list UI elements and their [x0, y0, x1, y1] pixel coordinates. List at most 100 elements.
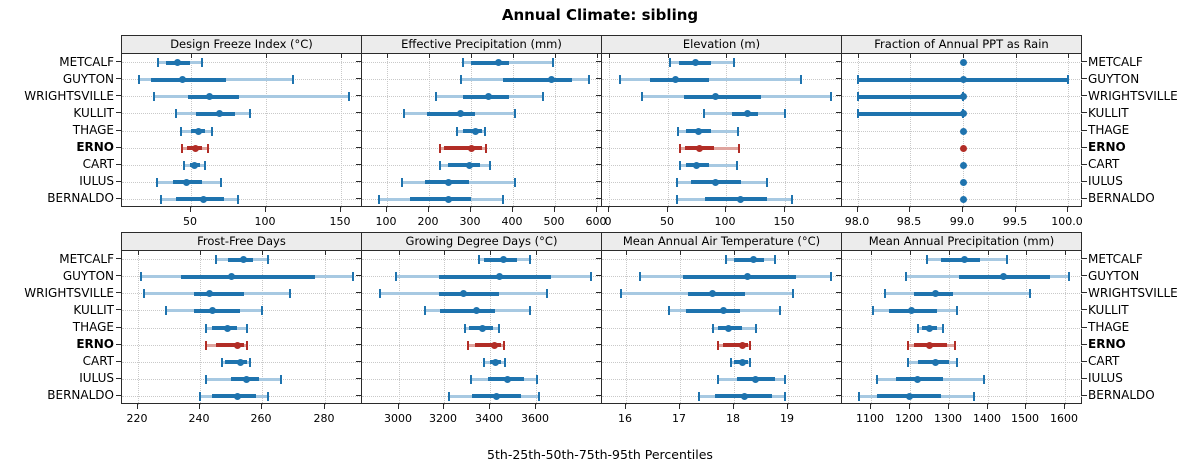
y-tick-left	[596, 78, 601, 80]
percentile-cap-low	[164, 306, 167, 316]
station-label-right: ERNO	[1088, 140, 1126, 155]
y-tick-right	[1082, 146, 1087, 148]
panel-plot	[841, 53, 1082, 208]
x-tick-top	[137, 251, 139, 255]
gridline-h	[362, 361, 602, 363]
x-tick-bottom	[443, 404, 444, 409]
x-tick-bottom	[787, 404, 788, 409]
percentile-cap-low	[675, 177, 678, 187]
interquartile-line	[734, 257, 764, 262]
station-label-left: BERNALDO	[47, 191, 114, 206]
percentile-cap-low	[139, 272, 142, 282]
percentile-cap-low	[220, 357, 223, 367]
x-tick-top	[190, 54, 192, 58]
y-tick-left	[836, 78, 841, 80]
interquartile-line	[193, 308, 241, 313]
x-tick-label: 100	[254, 215, 276, 228]
interquartile-line	[682, 274, 797, 279]
percentile-cap-high	[248, 109, 251, 119]
percentile-cap-low	[668, 306, 671, 316]
percentile-cap-low	[205, 340, 208, 350]
panel-plot	[361, 250, 602, 405]
station-label-left: METCALF	[59, 251, 114, 266]
y-tick-left	[356, 343, 361, 345]
percentile-cap-low	[907, 357, 910, 367]
percentile-cap-low	[618, 75, 621, 85]
y-tick-left	[596, 292, 601, 294]
x-tick-top	[857, 54, 859, 58]
station-label-left: GUYTON	[62, 268, 114, 283]
median-dot	[471, 127, 479, 135]
station-label-right: KULLIT	[1088, 105, 1129, 120]
panel-title: Effective Precipitation (mm)	[401, 37, 562, 51]
station-label-right: THAGE	[1088, 320, 1130, 334]
station-label-left: BERNALDO	[47, 388, 114, 403]
percentile-cap-high	[535, 374, 538, 384]
percentile-cap-high	[261, 306, 264, 316]
percentile-cap-high	[498, 323, 501, 333]
station-label-right: THAGE	[1088, 123, 1130, 137]
median-dot	[925, 324, 933, 332]
percentile-cap-low	[875, 374, 878, 384]
x-tick-bottom	[1067, 207, 1068, 212]
panel-strip: Effective Precipitation (mm)	[361, 35, 601, 53]
percentile-cap-high	[502, 340, 505, 350]
percentile-cap-low	[668, 58, 671, 68]
panel-title: Frost-Free Days	[197, 234, 286, 248]
x-tick-top	[667, 54, 669, 58]
station-label-right: CART	[1088, 354, 1120, 369]
percentile-cap-high	[546, 289, 549, 299]
x-tick-label: 50	[183, 215, 197, 228]
y-tick-right	[1082, 360, 1087, 362]
percentile-cap-low	[155, 177, 158, 187]
median-dot	[484, 93, 492, 101]
median-dot	[712, 178, 720, 186]
station-label-left: WRIGHTSVILLE	[24, 285, 114, 300]
x-tick-label: 150	[329, 215, 351, 228]
panel-plot	[601, 250, 842, 405]
y-tick-left	[356, 112, 361, 114]
median-dot	[712, 93, 720, 101]
median-dot	[240, 256, 248, 264]
y-tick-right	[1082, 95, 1087, 97]
percentile-cap-low	[423, 306, 426, 316]
y-tick-left	[356, 394, 361, 396]
x-tick-label: 400	[501, 215, 523, 228]
interquartile-line	[723, 343, 748, 348]
x-tick-bottom	[512, 207, 513, 212]
interquartile-line	[439, 308, 495, 313]
median-dot	[959, 178, 967, 186]
y-tick-left	[116, 129, 121, 131]
percentile-cap-high	[778, 306, 781, 316]
y-tick-right	[1082, 129, 1087, 131]
station-label-right: BERNALDO	[1088, 388, 1155, 403]
gridline-h	[842, 344, 1082, 346]
x-tick-label: 98.0	[844, 215, 870, 228]
median-dot	[183, 178, 190, 186]
x-tick-top	[470, 54, 472, 58]
percentile-cap-low	[455, 126, 458, 136]
y-tick-left	[116, 275, 121, 277]
station-label-left: IULUS	[79, 174, 114, 189]
median-dot	[959, 195, 967, 203]
percentile-cap-high	[800, 75, 803, 85]
y-tick-left	[596, 112, 601, 114]
median-dot	[736, 195, 744, 203]
panel-band-top: Design Freeze Index (°C) 50 100 150 Effectiv…	[0, 35, 1200, 240]
median-dot	[908, 307, 916, 315]
x-tick-top	[596, 54, 598, 58]
y-tick-left	[596, 360, 601, 362]
percentile-cap-low	[198, 391, 201, 401]
y-tick-right	[1082, 377, 1087, 379]
median-dot	[693, 161, 701, 169]
median-dot	[931, 290, 939, 298]
x-tick-top	[1067, 54, 1069, 58]
x-tick-label: 50	[660, 215, 674, 228]
percentile-cap-high	[220, 177, 222, 187]
y-tick-left	[596, 394, 601, 396]
x-tick-label: 150	[773, 215, 795, 228]
percentile-cap-high	[203, 160, 206, 170]
percentile-cap-low	[858, 391, 861, 401]
station-label-right: GUYTON	[1088, 71, 1140, 86]
percentile-cap-high	[347, 92, 350, 102]
